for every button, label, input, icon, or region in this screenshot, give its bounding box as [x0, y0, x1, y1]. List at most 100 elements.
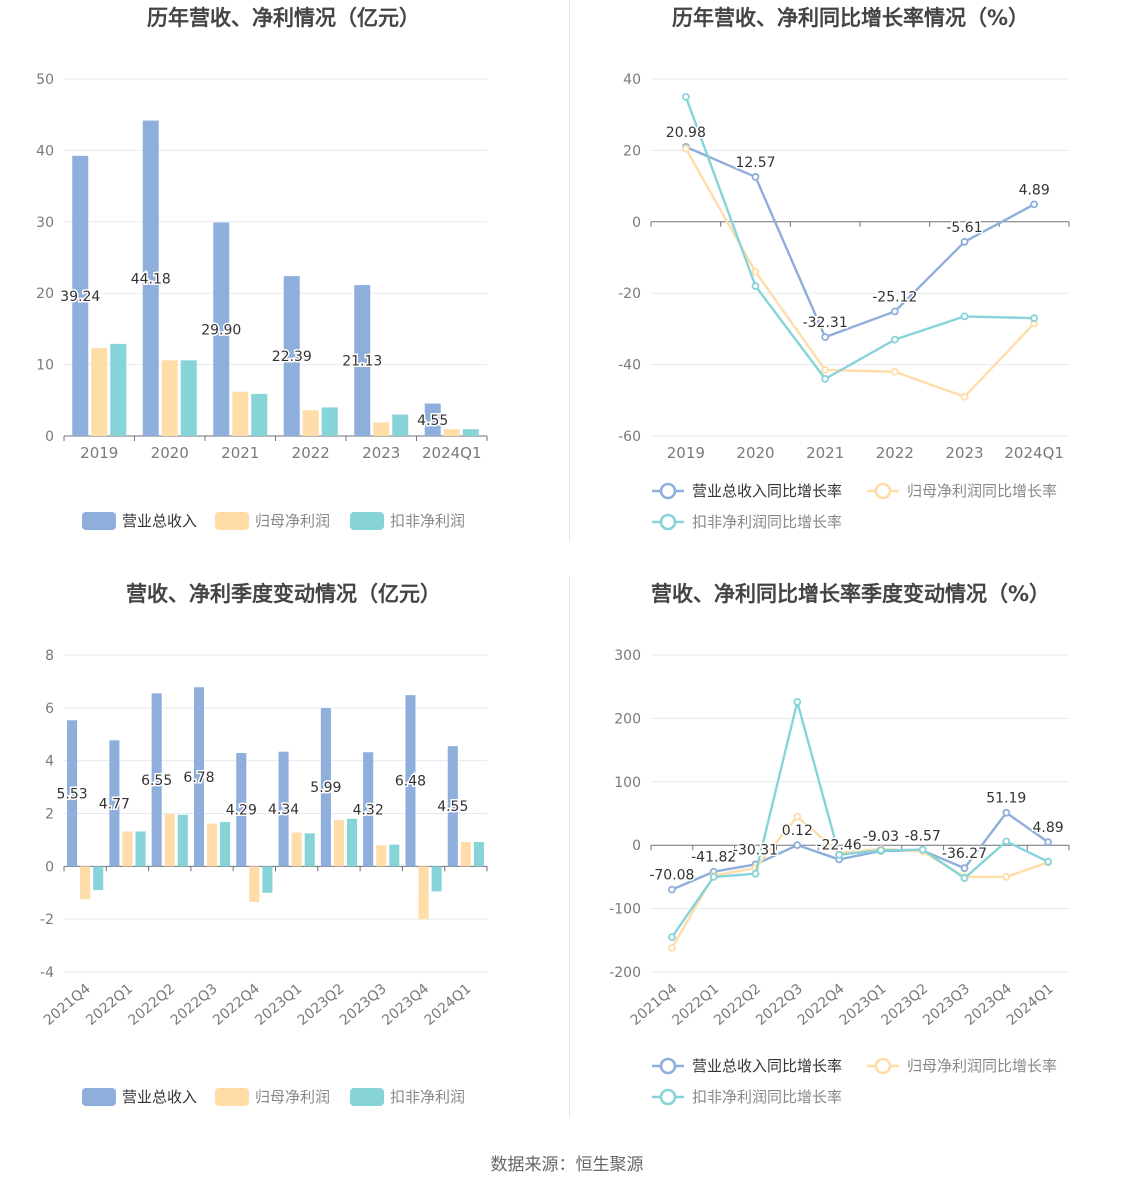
y-tick-label: 100 — [614, 775, 641, 791]
bar-1 — [418, 866, 429, 920]
line-point-2 — [751, 282, 760, 290]
bar-0 — [72, 155, 89, 436]
bar-2 — [135, 831, 146, 867]
data-label: -70.08 — [649, 868, 694, 884]
line-point-1 — [1002, 873, 1011, 881]
bar-1 — [232, 391, 249, 436]
data-label: 22.39 — [272, 349, 312, 365]
y-tick-label: 8 — [45, 648, 54, 664]
x-tick-label: 2023Q2 — [295, 981, 348, 1029]
bar-2 — [392, 414, 409, 436]
y-tick-label: -20 — [618, 286, 641, 302]
chart-title: 历年营收、净利情况（亿元） — [147, 6, 420, 30]
chart-group-2: -4-2024682021Q42022Q12022Q22022Q32022Q42… — [40, 648, 488, 1106]
line-point-2 — [821, 374, 830, 383]
data-label: -22.46 — [817, 837, 862, 853]
x-tick-label: 2021Q4 — [41, 981, 94, 1029]
line-point-2 — [793, 698, 802, 706]
series-line-0 — [671, 811, 1049, 891]
chart-title: 历年营收、净利同比增长率情况（%） — [671, 6, 1030, 30]
bar-0 — [213, 222, 230, 436]
line-point-0 — [793, 841, 802, 850]
y-tick-label: 4 — [45, 754, 54, 770]
bar-1 — [249, 866, 260, 902]
line-point-2 — [835, 850, 843, 859]
x-tick-label: 2022Q3 — [168, 981, 221, 1029]
y-tick-label: 20 — [623, 143, 641, 159]
data-label: 4.77 — [99, 796, 130, 812]
bar-1 — [291, 832, 302, 867]
bar-0 — [67, 720, 78, 867]
x-tick-label: 2022Q1 — [83, 981, 136, 1029]
line-point-0 — [960, 864, 969, 873]
data-label: 4.89 — [1033, 820, 1064, 836]
bar-2 — [220, 821, 231, 867]
legend-label: 归母净利润同比增长率 — [907, 482, 1057, 500]
bar-2 — [262, 866, 273, 893]
bar-2 — [473, 842, 484, 867]
line-point-1 — [681, 144, 690, 153]
bar-0 — [236, 753, 247, 867]
bar-1 — [460, 842, 471, 867]
line-point-2 — [918, 845, 927, 854]
bar-0 — [109, 740, 120, 867]
bar-1 — [161, 360, 178, 436]
x-tick-label: 2024Q1 — [422, 981, 475, 1029]
line-point-0 — [890, 307, 899, 316]
y-tick-label: -60 — [618, 429, 641, 445]
bar-2 — [389, 844, 400, 867]
legend-label: 营业总收入 — [122, 512, 197, 530]
data-label: 51.19 — [986, 791, 1026, 807]
data-label: 21.13 — [342, 354, 382, 370]
legend-label: 归母净利润 — [255, 1088, 330, 1106]
line-point-2 — [960, 874, 969, 883]
line-point-1 — [890, 367, 899, 376]
bar-0 — [278, 751, 289, 867]
line-point-0 — [1002, 808, 1011, 817]
data-label: -25.12 — [872, 289, 917, 305]
line-point-2 — [890, 335, 899, 344]
line-point-0 — [668, 885, 676, 894]
data-label: 20.98 — [666, 125, 706, 141]
data-label: 5.99 — [310, 780, 341, 796]
line-point-2 — [960, 312, 969, 321]
y-tick-label: 0 — [45, 429, 54, 445]
y-tick-label: -2 — [40, 912, 54, 928]
x-tick-label: 2024Q1 — [422, 444, 482, 462]
series-line-0 — [685, 145, 1035, 339]
line-point-2 — [681, 92, 690, 101]
line-point-0 — [751, 173, 760, 181]
data-label: -32.31 — [803, 315, 848, 331]
y-tick-label: 0 — [632, 215, 641, 231]
legend-swatch-marker-0 — [659, 482, 677, 500]
data-label: 6.78 — [183, 770, 214, 786]
legend-label: 营业总收入 — [122, 1088, 197, 1106]
bar-1 — [207, 823, 218, 867]
bar-0 — [405, 695, 416, 867]
data-label: 0.12 — [782, 823, 813, 839]
legend-swatch-marker-2 — [659, 513, 677, 531]
bar-2 — [304, 833, 315, 867]
y-tick-label: -4 — [40, 965, 54, 981]
data-label: 29.90 — [201, 322, 241, 338]
bar-1 — [91, 348, 108, 436]
quarterly-growth-rate-panel: 营收、净利同比增长率季度变动情况（%） — [567, 576, 1134, 1152]
data-label: 4.55 — [437, 799, 468, 815]
chart-title: 营收、净利季度变动情况（亿元） — [126, 582, 441, 606]
line-point-2 — [668, 933, 676, 942]
source-prefix: 数据来源： — [490, 1155, 576, 1175]
x-tick-label: 2023Q1 — [252, 981, 305, 1029]
y-tick-label: 40 — [623, 72, 641, 88]
x-tick-label: 2022 — [876, 444, 914, 462]
bar-2 — [177, 814, 188, 867]
data-label: -9.03 — [863, 829, 899, 845]
x-tick-label: 2024Q1 — [1004, 444, 1064, 462]
chart-group-1: -60 -40 -20 0 20 40 2019 2020 2021 2022 2023 2024Q1… — [618, 72, 1070, 531]
legend-label: 营业总收入同比增长率 — [692, 482, 842, 500]
y-tick-label: 30 — [36, 215, 54, 231]
bar-0 — [320, 708, 331, 867]
legend-swatch-0 — [82, 512, 116, 530]
bar-1 — [80, 866, 91, 900]
series-line-2 — [684, 96, 1035, 381]
x-tick-label: 2024Q1 — [1004, 981, 1057, 1029]
